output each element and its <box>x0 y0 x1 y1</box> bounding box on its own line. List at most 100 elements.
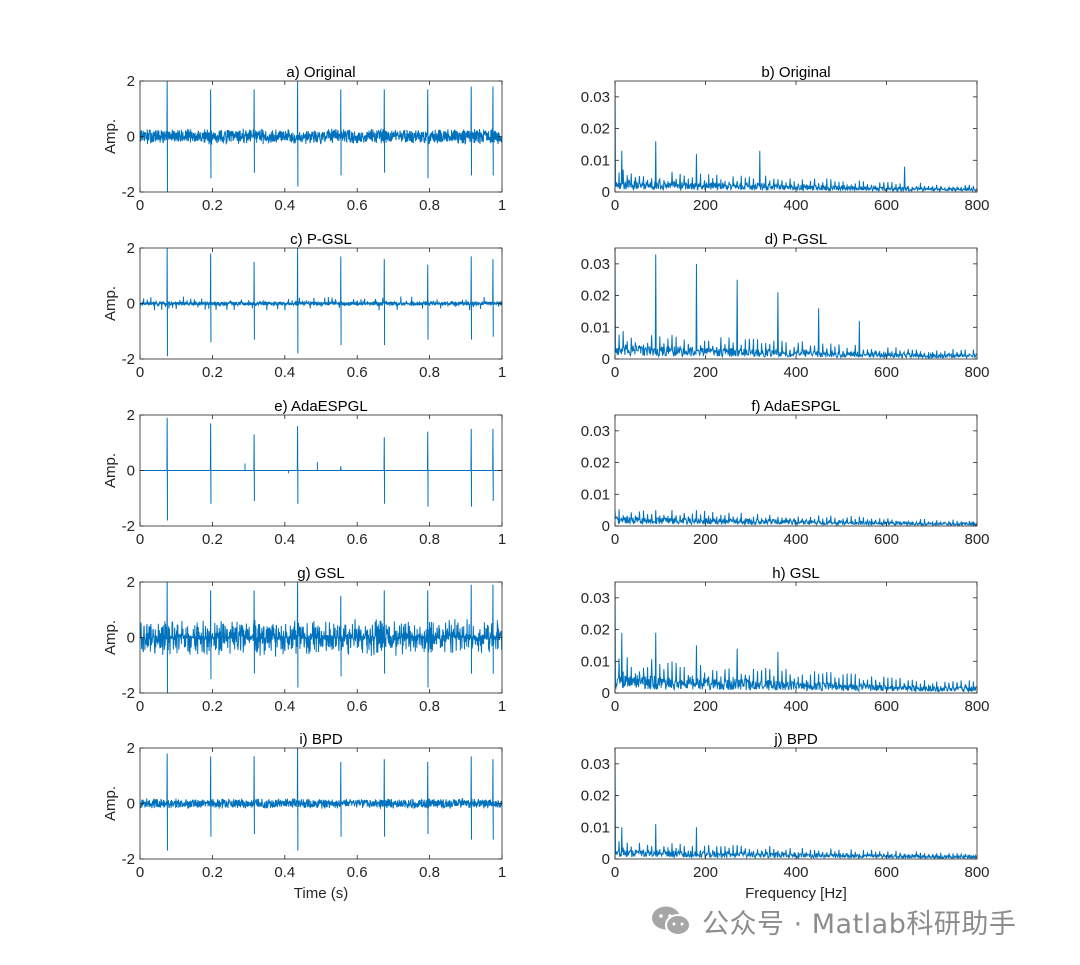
x-tick-label: 200 <box>693 864 718 881</box>
y-tick-label: 0 <box>127 296 135 313</box>
y-tick-label: 0 <box>127 463 135 480</box>
subplot-f: 0 200 400 600 800 0 0.01 0.02 0.03 f) AdaESPGL <box>581 398 990 548</box>
x-tick-label: 800 <box>964 197 989 214</box>
x-tick-label: 0.2 <box>202 698 223 715</box>
axes-box-d <box>614 247 978 360</box>
subplot-d: 0 200 400 600 800 0 0.01 0.02 0.03 d) P-GSL <box>581 231 990 381</box>
y-tick-label: 0.01 <box>581 486 610 503</box>
x-tick-label: 800 <box>964 364 989 381</box>
x-tick-label: 800 <box>964 698 989 715</box>
y-tick-label: 2 <box>127 73 135 90</box>
x-tick-label: 400 <box>783 364 808 381</box>
series-line-c <box>140 248 502 357</box>
y-tick-label: -2 <box>122 685 135 702</box>
y-tick-label: 0 <box>602 351 610 368</box>
x-tick-label: 0 <box>136 364 144 381</box>
x-tick-label: 0.8 <box>419 698 440 715</box>
y-tick-label: 0.02 <box>581 788 610 805</box>
series-line-g <box>140 582 502 693</box>
subplot-j: 0 200 400 600 800 0 0.01 0.02 0.03 j) BPD Frequenc… <box>581 731 990 902</box>
x-tick-label: 0.6 <box>347 364 368 381</box>
y-tick-label: 2 <box>127 740 135 757</box>
series-line-j <box>615 748 977 859</box>
axes-box-j <box>614 747 978 860</box>
x-tick-label: 600 <box>874 864 899 881</box>
y-tick-label: 0.03 <box>581 89 610 106</box>
x-tick-label: 800 <box>964 531 989 548</box>
axes-box-f <box>614 414 978 527</box>
series-line-i <box>140 748 502 851</box>
y-tick-label: 0.02 <box>581 622 610 639</box>
x-tick-label: 0.8 <box>419 364 440 381</box>
x-tick-label: 0 <box>611 531 619 548</box>
y-tick-label: 0 <box>127 129 135 146</box>
y-tick-label: 2 <box>127 407 135 424</box>
subplot-title: i) BPD <box>299 731 343 748</box>
subplot-title: c) P-GSL <box>290 231 352 248</box>
axes-box-b <box>614 80 978 193</box>
series-line-e <box>140 417 502 521</box>
subplot-b: 0 200 400 600 800 0 0.01 0.02 0.03 b) Original <box>581 64 990 214</box>
y-tick-label: 0.01 <box>581 319 610 336</box>
y-tick-label: 0.02 <box>581 121 610 138</box>
subplot-title: a) Original <box>286 64 355 81</box>
subplot-title: e) AdaESPGL <box>274 398 367 415</box>
x-axis-label: Time (s) <box>294 885 348 902</box>
x-tick-label: 0.4 <box>274 864 295 881</box>
x-tick-label: 1 <box>498 531 506 548</box>
x-tick-label: 1 <box>498 197 506 214</box>
x-tick-label: 600 <box>874 197 899 214</box>
series-line-f <box>615 509 977 526</box>
y-tick-label: 0.03 <box>581 256 610 273</box>
x-tick-label: 0.2 <box>202 197 223 214</box>
y-tick-label: -2 <box>122 518 135 535</box>
x-axis-label: Frequency [Hz] <box>745 885 847 902</box>
y-tick-label: 2 <box>127 574 135 591</box>
x-tick-label: 0.6 <box>347 531 368 548</box>
y-axis-label: Amp. <box>102 453 119 488</box>
x-tick-label: 200 <box>693 197 718 214</box>
y-tick-label: 0.03 <box>581 423 610 440</box>
x-tick-label: 200 <box>693 531 718 548</box>
x-tick-label: 0 <box>136 864 144 881</box>
y-axis-label: Amp. <box>102 786 119 821</box>
subplot-h: 0 200 400 600 800 0 0.01 0.02 0.03 h) GSL <box>581 565 990 715</box>
y-tick-label: 2 <box>127 240 135 257</box>
x-tick-label: 1 <box>498 364 506 381</box>
x-tick-label: 0.2 <box>202 864 223 881</box>
x-tick-label: 400 <box>783 698 808 715</box>
y-tick-label: 0.01 <box>581 152 610 169</box>
subplot-title: d) P-GSL <box>765 231 828 248</box>
axes-box-h <box>614 581 978 694</box>
x-tick-label: 1 <box>498 698 506 715</box>
y-axis-label: Amp. <box>102 119 119 154</box>
x-tick-label: 600 <box>874 531 899 548</box>
y-tick-label: 0.03 <box>581 590 610 607</box>
y-axis-label: Amp. <box>102 286 119 321</box>
y-tick-label: 0.02 <box>581 455 610 472</box>
x-tick-label: 0.4 <box>274 698 295 715</box>
subplot-title: h) GSL <box>772 565 820 582</box>
series-line-b <box>615 81 977 192</box>
x-tick-label: 0 <box>611 197 619 214</box>
series-line-h <box>615 582 977 693</box>
x-tick-label: 200 <box>693 698 718 715</box>
y-tick-label: 0 <box>602 851 610 868</box>
series-line-a <box>140 81 502 192</box>
y-tick-label: 0 <box>602 685 610 702</box>
watermark-text: 公众号 · Matlab科研助手 <box>702 908 1017 940</box>
x-tick-label: 0.2 <box>202 364 223 381</box>
x-tick-label: 800 <box>964 864 989 881</box>
x-tick-label: 200 <box>693 364 718 381</box>
x-tick-label: 0.6 <box>347 197 368 214</box>
y-tick-label: 0.02 <box>581 288 610 305</box>
x-tick-label: 400 <box>783 864 808 881</box>
x-tick-label: 0 <box>136 197 144 214</box>
y-tick-label: 0 <box>127 630 135 647</box>
x-tick-label: 0.6 <box>347 698 368 715</box>
subplot-title: f) AdaESPGL <box>751 398 840 415</box>
